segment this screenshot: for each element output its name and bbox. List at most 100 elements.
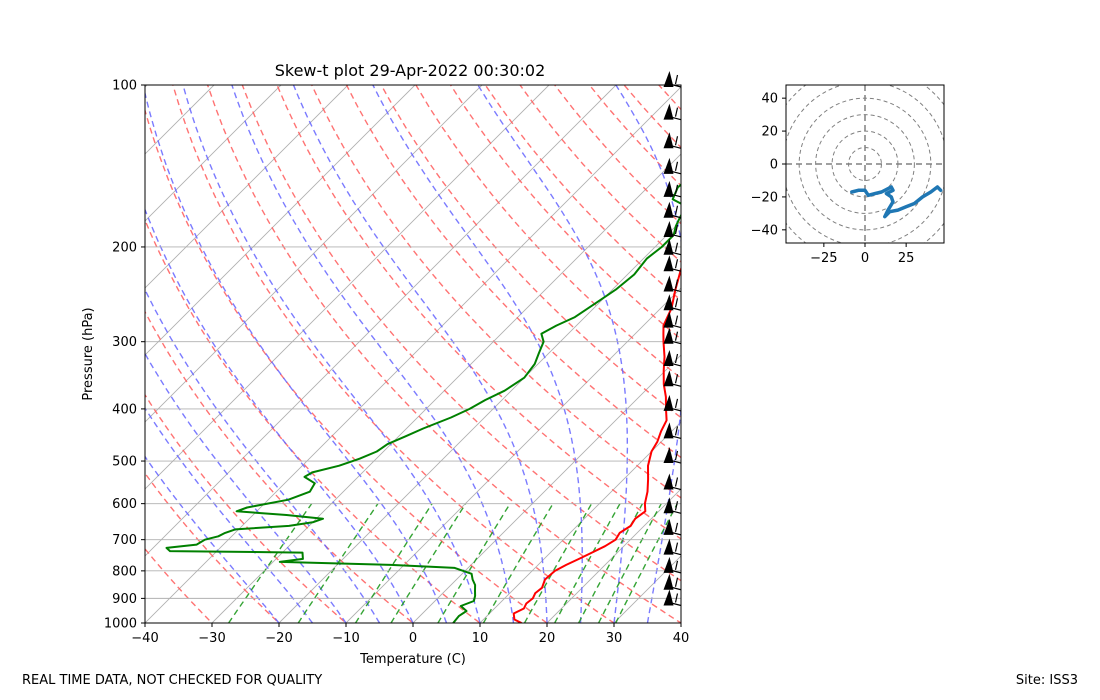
x-tick-label: −30 — [198, 631, 225, 646]
isotherm-line — [145, 85, 215, 155]
isotherm-line — [145, 85, 282, 222]
isotherm-line — [145, 85, 483, 423]
wind-barb — [663, 538, 682, 556]
wind-barb — [663, 422, 682, 440]
y-axis-label: Pressure (hPa) — [81, 307, 96, 400]
hodograph-trace — [850, 185, 943, 219]
hodograph-x-tick-label: 25 — [898, 251, 915, 266]
dry-adiabat-line — [554, 85, 681, 225]
moist-adiabat-line — [182, 85, 481, 623]
x-tick-label: 0 — [409, 631, 417, 646]
isotherm-line — [479, 421, 681, 623]
wind-barb — [663, 132, 682, 149]
wind-barb — [663, 327, 682, 345]
dry-adiabat-line — [145, 218, 482, 623]
reference-lines — [145, 85, 1100, 634]
skew-t-axes: −40 −30 −20 −10 0 10 20 30 40 1000 900 800 700 600 500… — [104, 79, 689, 647]
x-tick-label: −20 — [265, 631, 292, 646]
isotherm-line — [345, 287, 681, 623]
x-tick-label: −40 — [131, 631, 158, 646]
mixing-ratio-line — [597, 503, 662, 623]
hodograph-y-tick-label: −20 — [751, 190, 778, 205]
isotherm-line — [613, 555, 681, 623]
dry-adiabat-line — [145, 472, 281, 623]
hodograph-y-tick-label: 20 — [761, 125, 778, 140]
wind-barb — [663, 157, 682, 175]
hodograph-ring — [786, 85, 944, 243]
hodograph-y-tick-label: −40 — [751, 223, 778, 238]
dry-adiabat-line — [763, 85, 1100, 634]
dry-adiabat-line — [345, 85, 681, 459]
quality-disclaimer: REAL TIME DATA, NOT CHECKED FOR QUALITY — [22, 673, 323, 688]
x-tick-label: 30 — [606, 631, 623, 646]
moist-adiabat-line — [477, 85, 629, 623]
x-tick-label: 20 — [539, 631, 556, 646]
y-tick-label: 600 — [112, 497, 137, 512]
dry-adiabat-line — [519, 85, 681, 263]
wind-barb — [663, 370, 682, 387]
x-axis-label: Temperature (C) — [359, 652, 466, 667]
mixing-ratio-line — [390, 503, 467, 623]
wind-barb — [663, 255, 682, 272]
wind-barbs — [663, 71, 682, 607]
wind-barb — [663, 275, 682, 293]
mixing-ratio-line — [482, 503, 554, 623]
dry-adiabat-line — [145, 393, 348, 623]
isotherm-line — [211, 153, 681, 623]
wind-barb — [663, 311, 682, 329]
isotherm-line — [680, 622, 681, 623]
dry-adiabat-line — [276, 85, 681, 540]
y-tick-label: 200 — [112, 240, 137, 255]
y-tick-label: 500 — [112, 455, 137, 470]
wind-barb — [663, 556, 682, 574]
mixing-ratio-line — [437, 503, 511, 623]
site-label: Site: ISS3 — [1015, 673, 1078, 688]
wind-barb — [663, 201, 682, 219]
hodograph-trace-group — [850, 185, 943, 219]
pressure-gridlines — [145, 85, 681, 623]
hodograph-rings — [786, 85, 944, 243]
moist-adiabat-line — [145, 90, 448, 623]
dry-adiabat-line — [311, 85, 681, 499]
wind-barb — [663, 447, 682, 464]
wind-barb — [663, 180, 682, 198]
moist-adiabat-line — [145, 207, 414, 623]
wind-barb — [663, 497, 682, 514]
moist-adiabat-line — [145, 288, 381, 623]
moist-adiabat-line — [292, 85, 548, 623]
isotherm-line — [145, 85, 617, 557]
wind-barb — [663, 573, 682, 591]
isotherm-line — [145, 85, 416, 356]
isotherm-line — [145, 85, 349, 289]
dry-adiabat-line — [484, 85, 681, 302]
y-tick-label: 400 — [112, 402, 137, 417]
dry-adiabat-line — [145, 108, 549, 623]
hodograph-x-tick-label: −25 — [810, 251, 837, 266]
y-tick-label: 900 — [112, 592, 137, 607]
dry-adiabat-line — [206, 85, 681, 623]
hodograph-y-tick-label: 0 — [770, 158, 778, 173]
moist-adiabat-line — [145, 406, 314, 623]
y-tick-label: 1000 — [104, 617, 137, 632]
y-tick-label: 700 — [112, 533, 137, 548]
wind-barb — [663, 473, 682, 491]
wind-barb — [663, 238, 682, 256]
hodograph-axes: −25 0 25 −40 −20 0 20 40 — [751, 92, 915, 266]
x-tick-label: −10 — [332, 631, 359, 646]
isotherm-line — [145, 86, 681, 623]
dry-adiabat-line — [658, 85, 681, 111]
dry-adiabat-line — [415, 85, 681, 380]
wind-barb — [663, 518, 682, 536]
chart-title: Skew-t plot 29-Apr-2022 00:30:02 — [275, 61, 546, 80]
isotherm-line — [278, 220, 681, 623]
dry-adiabat-line — [145, 310, 415, 623]
wind-barb — [663, 220, 682, 238]
dry-adiabat-line — [241, 85, 681, 582]
isotherm-line — [546, 488, 681, 623]
hodograph-ring — [815, 114, 915, 214]
wind-barb — [663, 394, 682, 412]
temperature-trace — [512, 266, 681, 623]
y-tick-label: 300 — [112, 335, 137, 350]
moist-adiabat-line — [145, 455, 280, 623]
